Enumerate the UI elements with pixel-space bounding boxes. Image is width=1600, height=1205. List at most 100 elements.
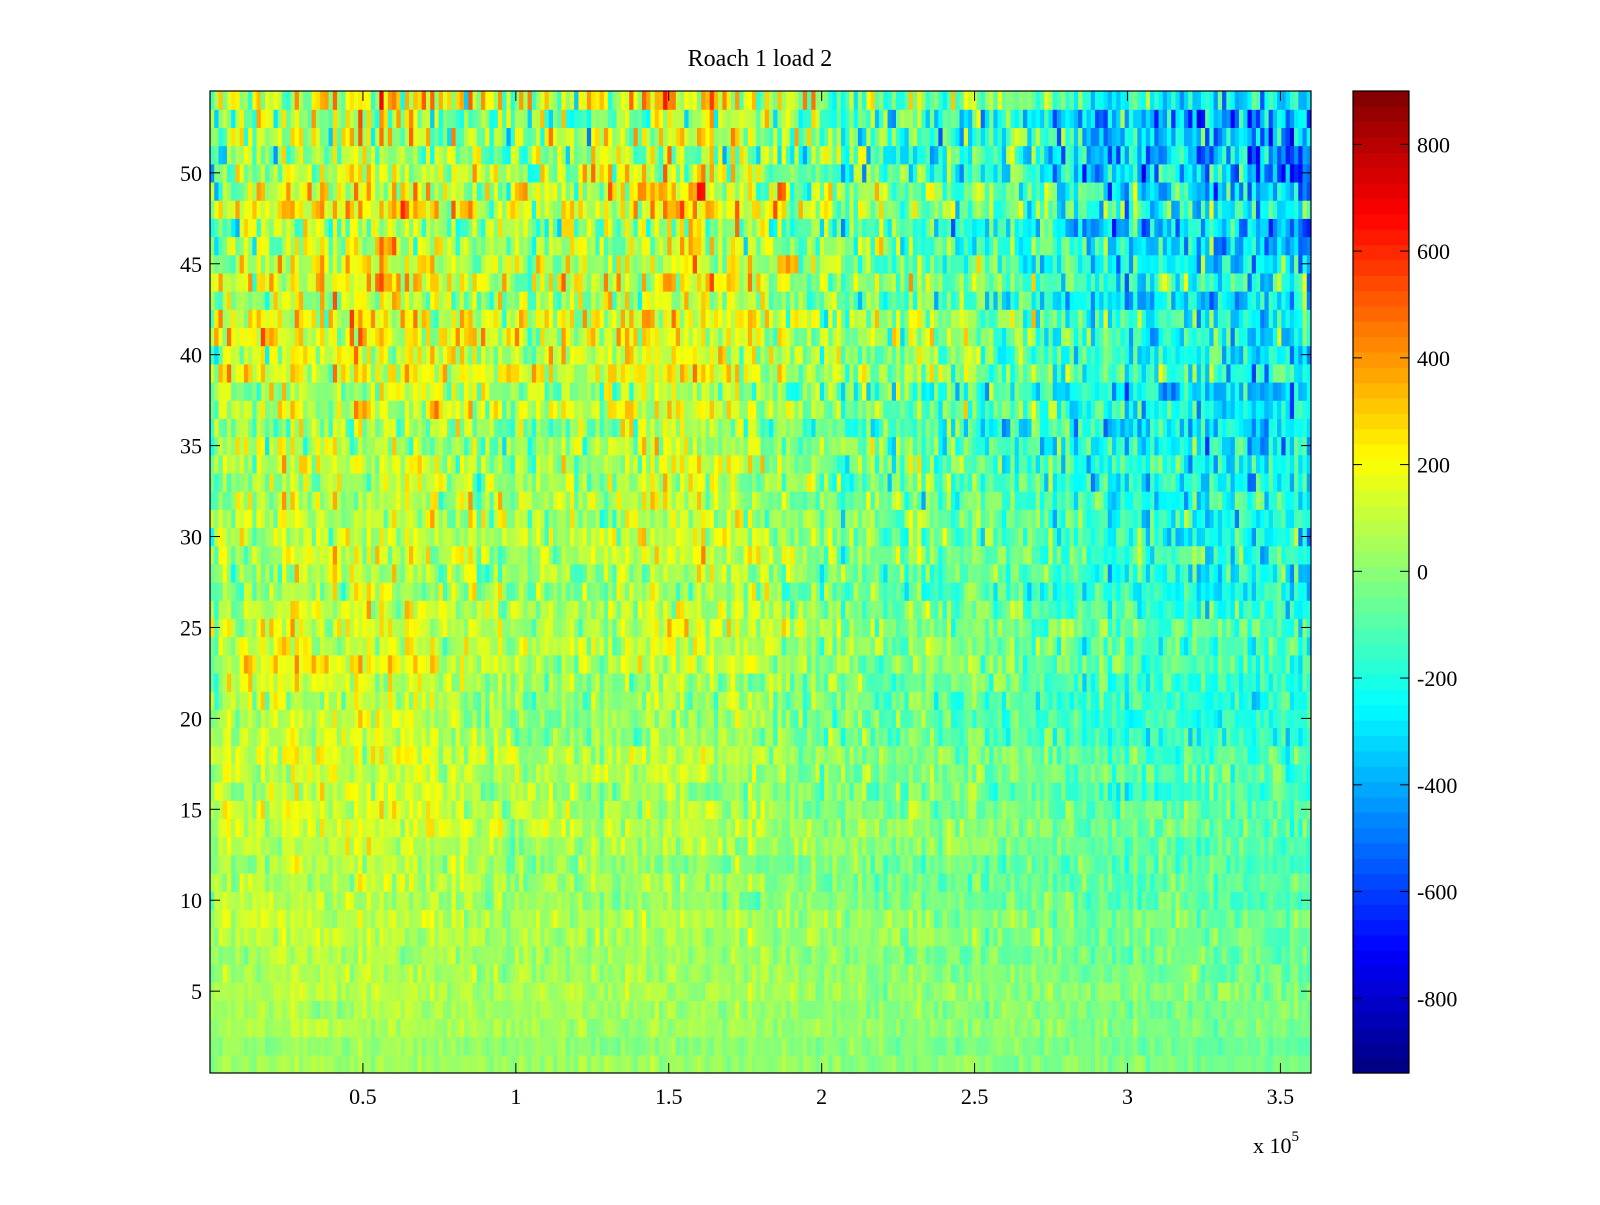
heatmap-cell bbox=[1294, 1018, 1299, 1038]
heatmap-cell bbox=[510, 982, 516, 1001]
heatmap-cell bbox=[959, 745, 965, 765]
heatmap-cell bbox=[561, 727, 567, 747]
heatmap-cell bbox=[925, 763, 931, 783]
heatmap-cell bbox=[1251, 854, 1257, 874]
heatmap-cell bbox=[1116, 782, 1122, 801]
heatmap-cell bbox=[1124, 982, 1130, 1001]
heatmap-cell bbox=[1285, 854, 1291, 874]
heatmap-cell bbox=[447, 800, 452, 820]
heatmap-cell bbox=[680, 745, 685, 765]
heatmap-cell bbox=[370, 1018, 376, 1038]
heatmap-cell bbox=[548, 836, 554, 856]
heatmap-cell bbox=[819, 854, 825, 874]
heatmap-cell bbox=[908, 727, 914, 747]
heatmap-cell bbox=[455, 891, 461, 910]
heatmap-cell bbox=[624, 818, 630, 838]
heatmap-cell bbox=[243, 891, 249, 910]
heatmap-cell bbox=[807, 891, 812, 910]
heatmap-cell bbox=[451, 818, 457, 838]
heatmap-cell bbox=[1217, 818, 1223, 838]
heatmap-cell bbox=[904, 1036, 910, 1056]
heatmap-cell bbox=[819, 1054, 825, 1073]
heatmap-cell bbox=[654, 945, 660, 965]
heatmap-cell bbox=[963, 909, 969, 929]
heatmap-cell bbox=[1247, 1000, 1253, 1020]
heatmap-cell bbox=[591, 1000, 596, 1020]
heatmap-cell bbox=[637, 982, 643, 1001]
heatmap-cell bbox=[523, 927, 529, 947]
heatmap-cell bbox=[718, 854, 723, 874]
heatmap-cell bbox=[328, 909, 334, 929]
heatmap-cell bbox=[663, 836, 668, 856]
heatmap-cell bbox=[1069, 982, 1075, 1001]
heatmap-cell bbox=[1264, 818, 1270, 838]
heatmap-cell bbox=[595, 854, 601, 874]
heatmap-cell bbox=[425, 945, 431, 965]
heatmap-cell bbox=[938, 763, 944, 783]
heatmap-cell bbox=[353, 1036, 359, 1056]
heatmap-cell bbox=[942, 836, 948, 856]
heatmap-cell bbox=[997, 945, 1003, 965]
heatmap-cell bbox=[667, 818, 673, 838]
heatmap-cell bbox=[616, 1036, 622, 1056]
heatmap-cell bbox=[989, 782, 994, 801]
heatmap-cell bbox=[688, 982, 694, 1001]
heatmap-cell bbox=[709, 872, 715, 892]
heatmap-cell bbox=[1243, 800, 1249, 820]
heatmap-cell bbox=[976, 1036, 982, 1056]
heatmap-cell bbox=[256, 745, 262, 765]
heatmap-cell bbox=[760, 818, 766, 838]
heatmap-cell bbox=[459, 982, 465, 1001]
heatmap-cell bbox=[1289, 727, 1295, 747]
heatmap-cell bbox=[527, 818, 533, 838]
heatmap-cell bbox=[455, 982, 461, 1001]
heatmap-cell bbox=[434, 891, 440, 910]
heatmap-cell bbox=[951, 982, 956, 1001]
heatmap-cell bbox=[481, 727, 486, 747]
heatmap-cell bbox=[768, 891, 774, 910]
heatmap-cell bbox=[243, 745, 249, 765]
heatmap-cell bbox=[1061, 800, 1066, 820]
heatmap-cell bbox=[1179, 727, 1185, 747]
heatmap-cell bbox=[1285, 763, 1291, 783]
heatmap-cell bbox=[997, 909, 1003, 929]
heatmap-cell bbox=[1272, 1000, 1278, 1020]
heatmap-cell bbox=[912, 836, 918, 856]
heatmap-cell bbox=[976, 909, 982, 929]
heatmap-cell bbox=[692, 872, 698, 892]
heatmap-cell bbox=[1010, 1000, 1016, 1020]
heatmap-cell bbox=[387, 709, 393, 729]
heatmap-cell bbox=[362, 727, 368, 747]
heatmap-cell bbox=[1234, 854, 1240, 874]
heatmap-cell bbox=[345, 800, 351, 820]
heatmap-cell bbox=[425, 745, 431, 765]
heatmap-cell bbox=[328, 982, 334, 1001]
heatmap-cell bbox=[459, 1036, 465, 1056]
heatmap-cell bbox=[536, 800, 541, 820]
heatmap-cell bbox=[506, 909, 512, 929]
heatmap-cell bbox=[612, 927, 618, 947]
heatmap-cell bbox=[616, 763, 622, 783]
heatmap-cell bbox=[921, 1036, 927, 1056]
heatmap-cell bbox=[243, 727, 249, 747]
heatmap-cell bbox=[527, 909, 533, 929]
heatmap-cell bbox=[311, 1054, 317, 1073]
heatmap-cell bbox=[328, 1054, 334, 1073]
heatmap-cell bbox=[1264, 1054, 1270, 1073]
heatmap-cell bbox=[1052, 1018, 1058, 1038]
heatmap-cell bbox=[637, 963, 643, 983]
heatmap-cell bbox=[908, 836, 914, 856]
heatmap-cell bbox=[929, 963, 935, 983]
heatmap-cell bbox=[663, 982, 668, 1001]
heatmap-cell bbox=[807, 1018, 812, 1038]
heatmap-cell bbox=[218, 927, 224, 947]
heatmap-cell bbox=[1192, 1018, 1198, 1038]
heatmap-cell bbox=[578, 891, 584, 910]
heatmap-cell bbox=[603, 872, 609, 892]
heatmap-cell bbox=[472, 763, 478, 783]
heatmap-cell bbox=[1171, 727, 1177, 747]
heatmap-cell bbox=[413, 909, 419, 929]
heatmap-cell bbox=[455, 909, 461, 929]
heatmap-cell bbox=[1095, 1036, 1100, 1056]
heatmap-cell bbox=[455, 818, 461, 838]
